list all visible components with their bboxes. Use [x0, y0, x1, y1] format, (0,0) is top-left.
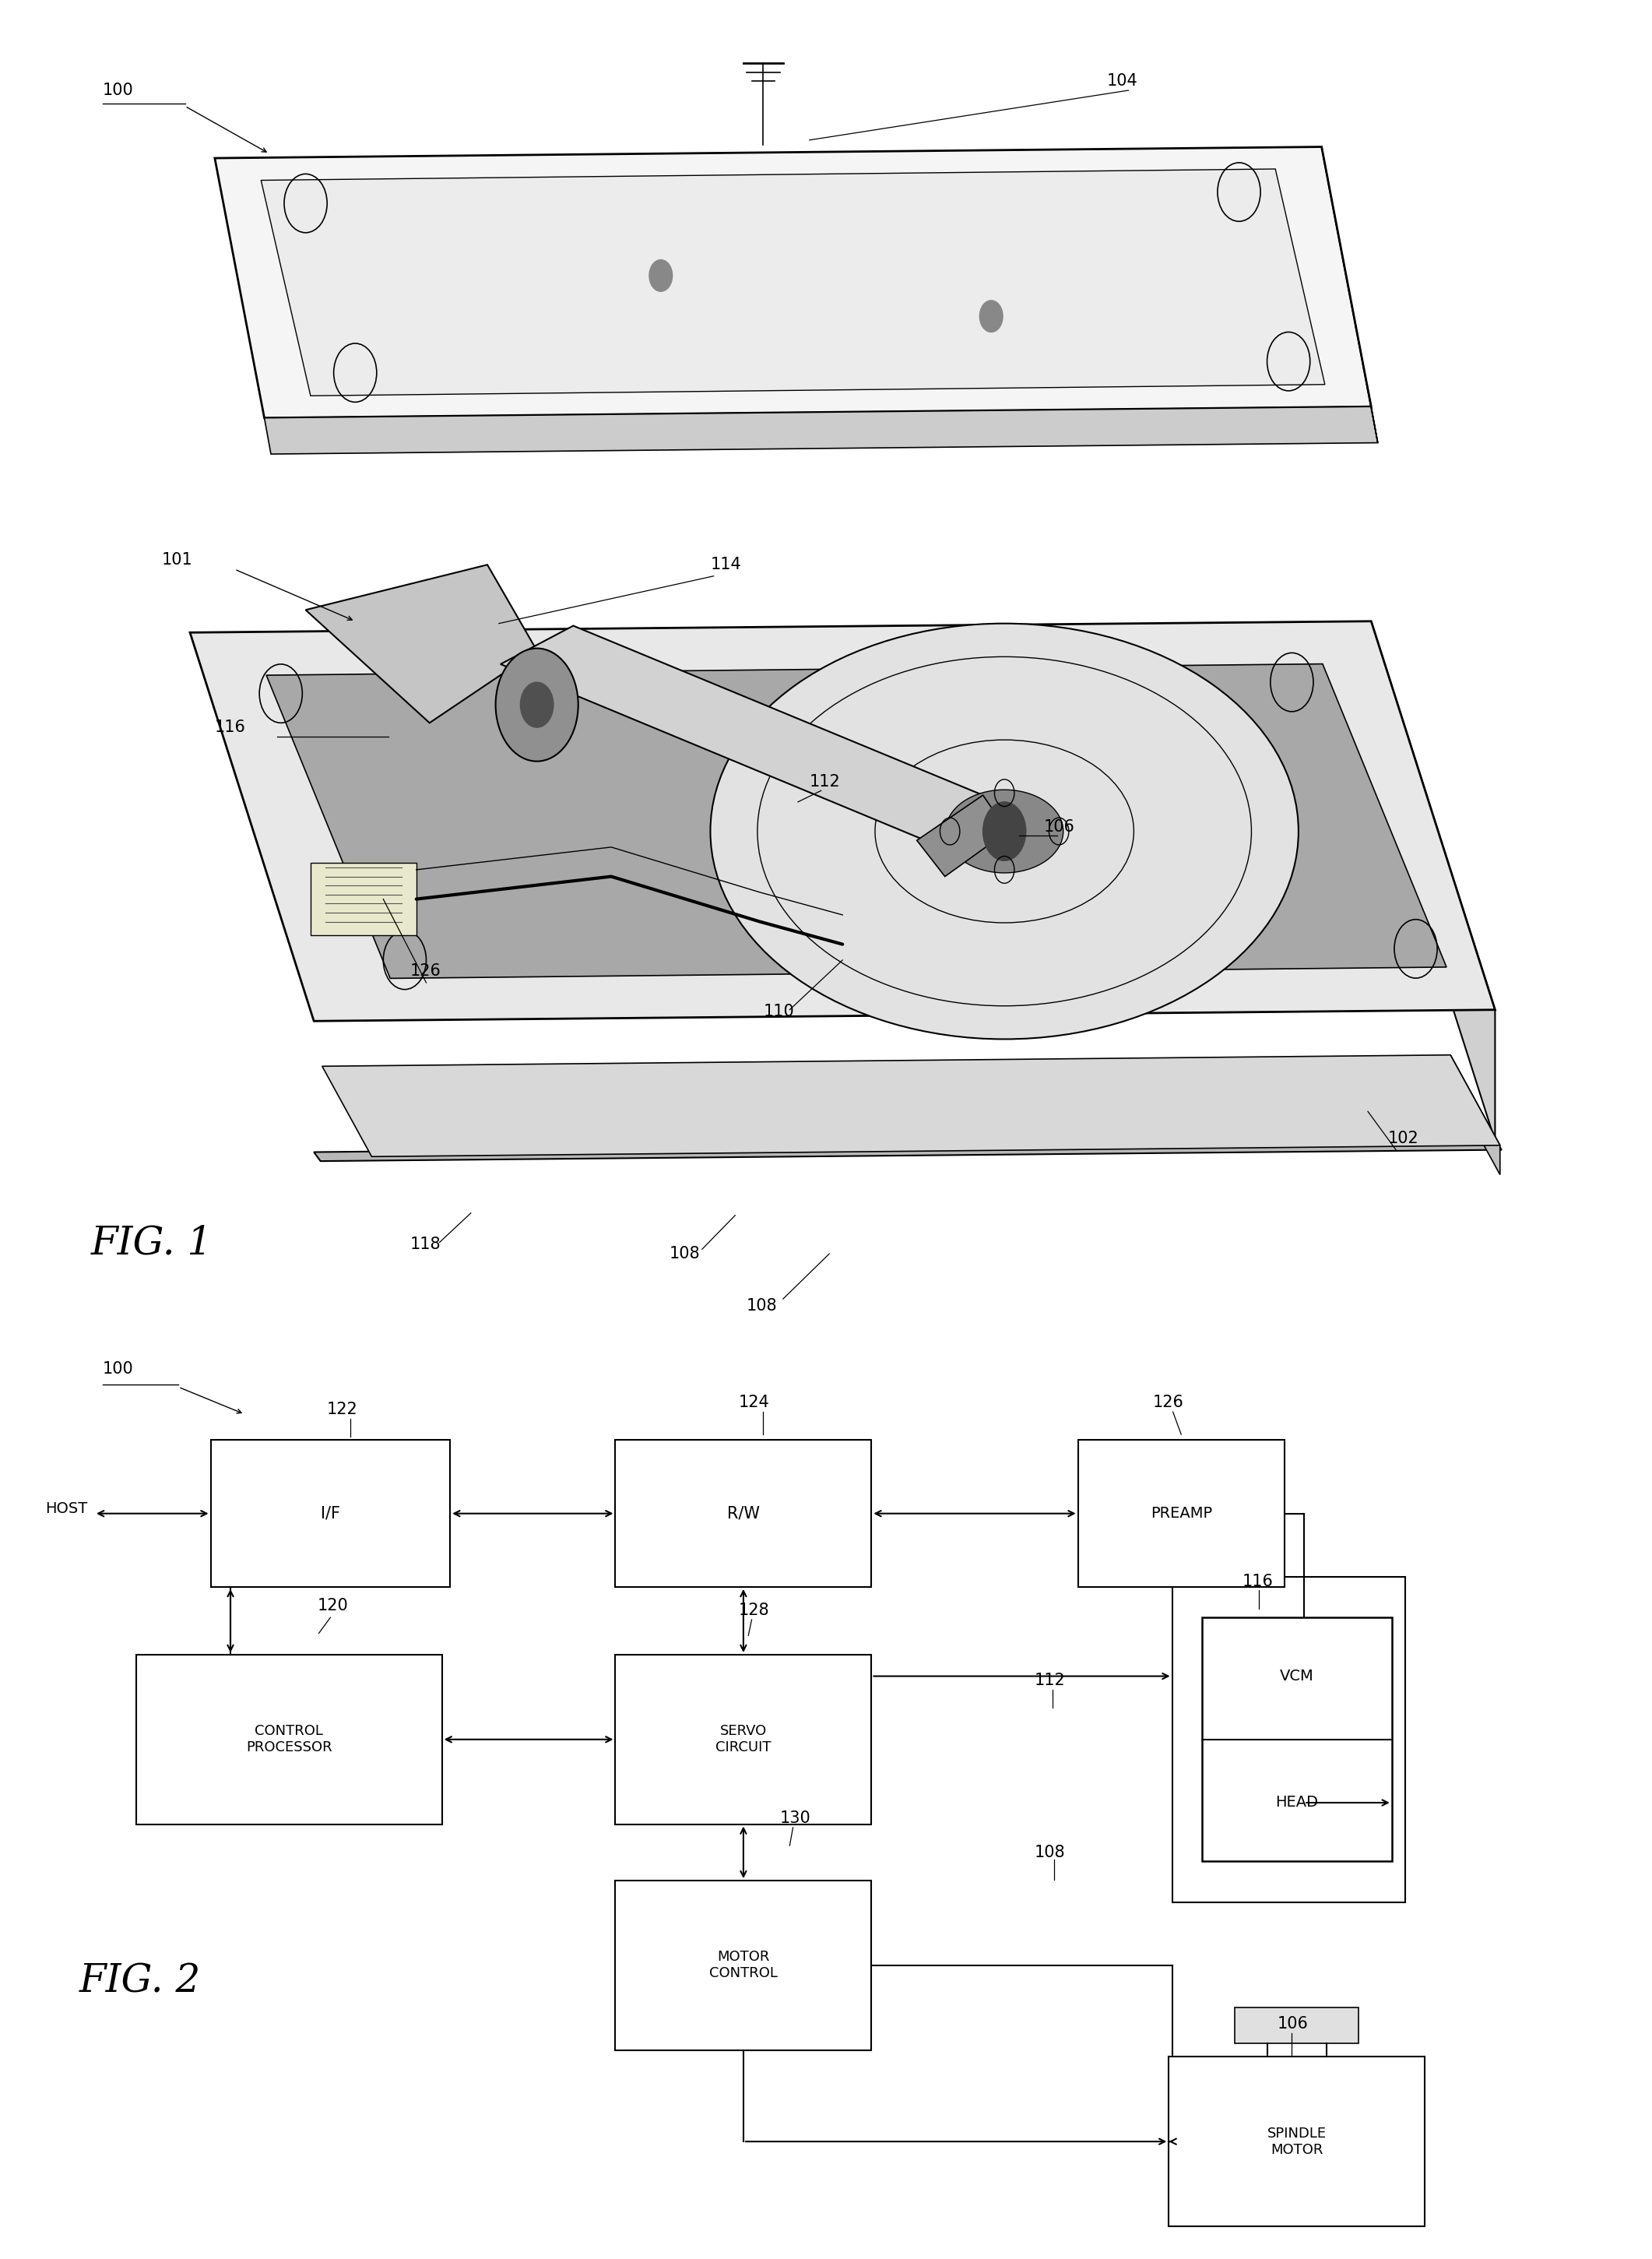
Text: 130: 130: [780, 1809, 811, 1825]
Text: 126: 126: [410, 962, 441, 978]
Text: FIG. 2: FIG. 2: [79, 1963, 202, 2001]
Text: 100: 100: [102, 1360, 134, 1376]
Circle shape: [980, 300, 1003, 332]
Bar: [615, 1879, 872, 2051]
Text: 108: 108: [1034, 1843, 1066, 1859]
Polygon shape: [190, 621, 1495, 1021]
Text: 112: 112: [809, 773, 841, 788]
Text: 110: 110: [763, 1003, 795, 1019]
Polygon shape: [1371, 621, 1495, 1141]
Text: 108: 108: [669, 1245, 700, 1261]
Text: HOST: HOST: [45, 1502, 88, 1516]
Text: MOTOR
CONTROL: MOTOR CONTROL: [709, 1950, 778, 1981]
Ellipse shape: [945, 791, 1064, 872]
Bar: [1077, 1441, 1285, 1586]
Text: 124: 124: [738, 1394, 770, 1410]
Text: PREAMP: PREAMP: [1150, 1507, 1213, 1520]
Text: 102: 102: [1388, 1130, 1419, 1145]
Circle shape: [983, 802, 1026, 861]
Bar: [211, 1441, 449, 1586]
Polygon shape: [306, 565, 537, 723]
Bar: [1236, 2006, 1358, 2042]
Polygon shape: [1450, 1055, 1500, 1175]
Text: R/W: R/W: [727, 1507, 760, 1520]
Bar: [1173, 1577, 1404, 1902]
Text: HEAD: HEAD: [1275, 1796, 1318, 1809]
Polygon shape: [314, 1141, 1502, 1161]
Bar: [1170, 2056, 1424, 2227]
Text: SPINDLE
MOTOR: SPINDLE MOTOR: [1267, 2126, 1327, 2157]
Polygon shape: [501, 626, 983, 840]
Polygon shape: [266, 664, 1447, 978]
Polygon shape: [311, 863, 416, 935]
Text: 101: 101: [162, 551, 193, 567]
Text: FIG. 1: FIG. 1: [91, 1224, 213, 1263]
Text: 128: 128: [738, 1602, 770, 1617]
Bar: [1203, 1617, 1391, 1861]
Circle shape: [496, 648, 578, 761]
Polygon shape: [1322, 147, 1378, 443]
Polygon shape: [261, 169, 1325, 395]
Text: 100: 100: [102, 81, 134, 97]
Text: 116: 116: [1242, 1572, 1274, 1588]
Text: 108: 108: [747, 1297, 778, 1312]
Text: 106: 106: [1044, 818, 1075, 834]
Polygon shape: [215, 147, 1371, 418]
Text: 116: 116: [215, 718, 246, 734]
Text: 126: 126: [1153, 1394, 1184, 1410]
Bar: [135, 1654, 441, 1825]
Text: 120: 120: [317, 1597, 349, 1613]
Bar: [615, 1654, 872, 1825]
Circle shape: [649, 260, 672, 291]
Polygon shape: [322, 1055, 1500, 1157]
Text: CONTROL
PROCESSOR: CONTROL PROCESSOR: [246, 1724, 332, 1755]
Ellipse shape: [710, 623, 1298, 1039]
Text: 104: 104: [1107, 72, 1138, 88]
Bar: [615, 1441, 872, 1586]
Polygon shape: [264, 407, 1378, 454]
Text: I/F: I/F: [320, 1507, 340, 1520]
Polygon shape: [917, 795, 1008, 876]
Text: 122: 122: [327, 1401, 358, 1416]
Circle shape: [520, 682, 553, 727]
Text: 112: 112: [1034, 1672, 1066, 1687]
Text: VCM: VCM: [1280, 1669, 1313, 1683]
Text: 114: 114: [710, 556, 742, 572]
Text: 106: 106: [1277, 2015, 1308, 2031]
Text: 118: 118: [410, 1236, 441, 1251]
Text: SERVO
CIRCUIT: SERVO CIRCUIT: [715, 1724, 771, 1755]
